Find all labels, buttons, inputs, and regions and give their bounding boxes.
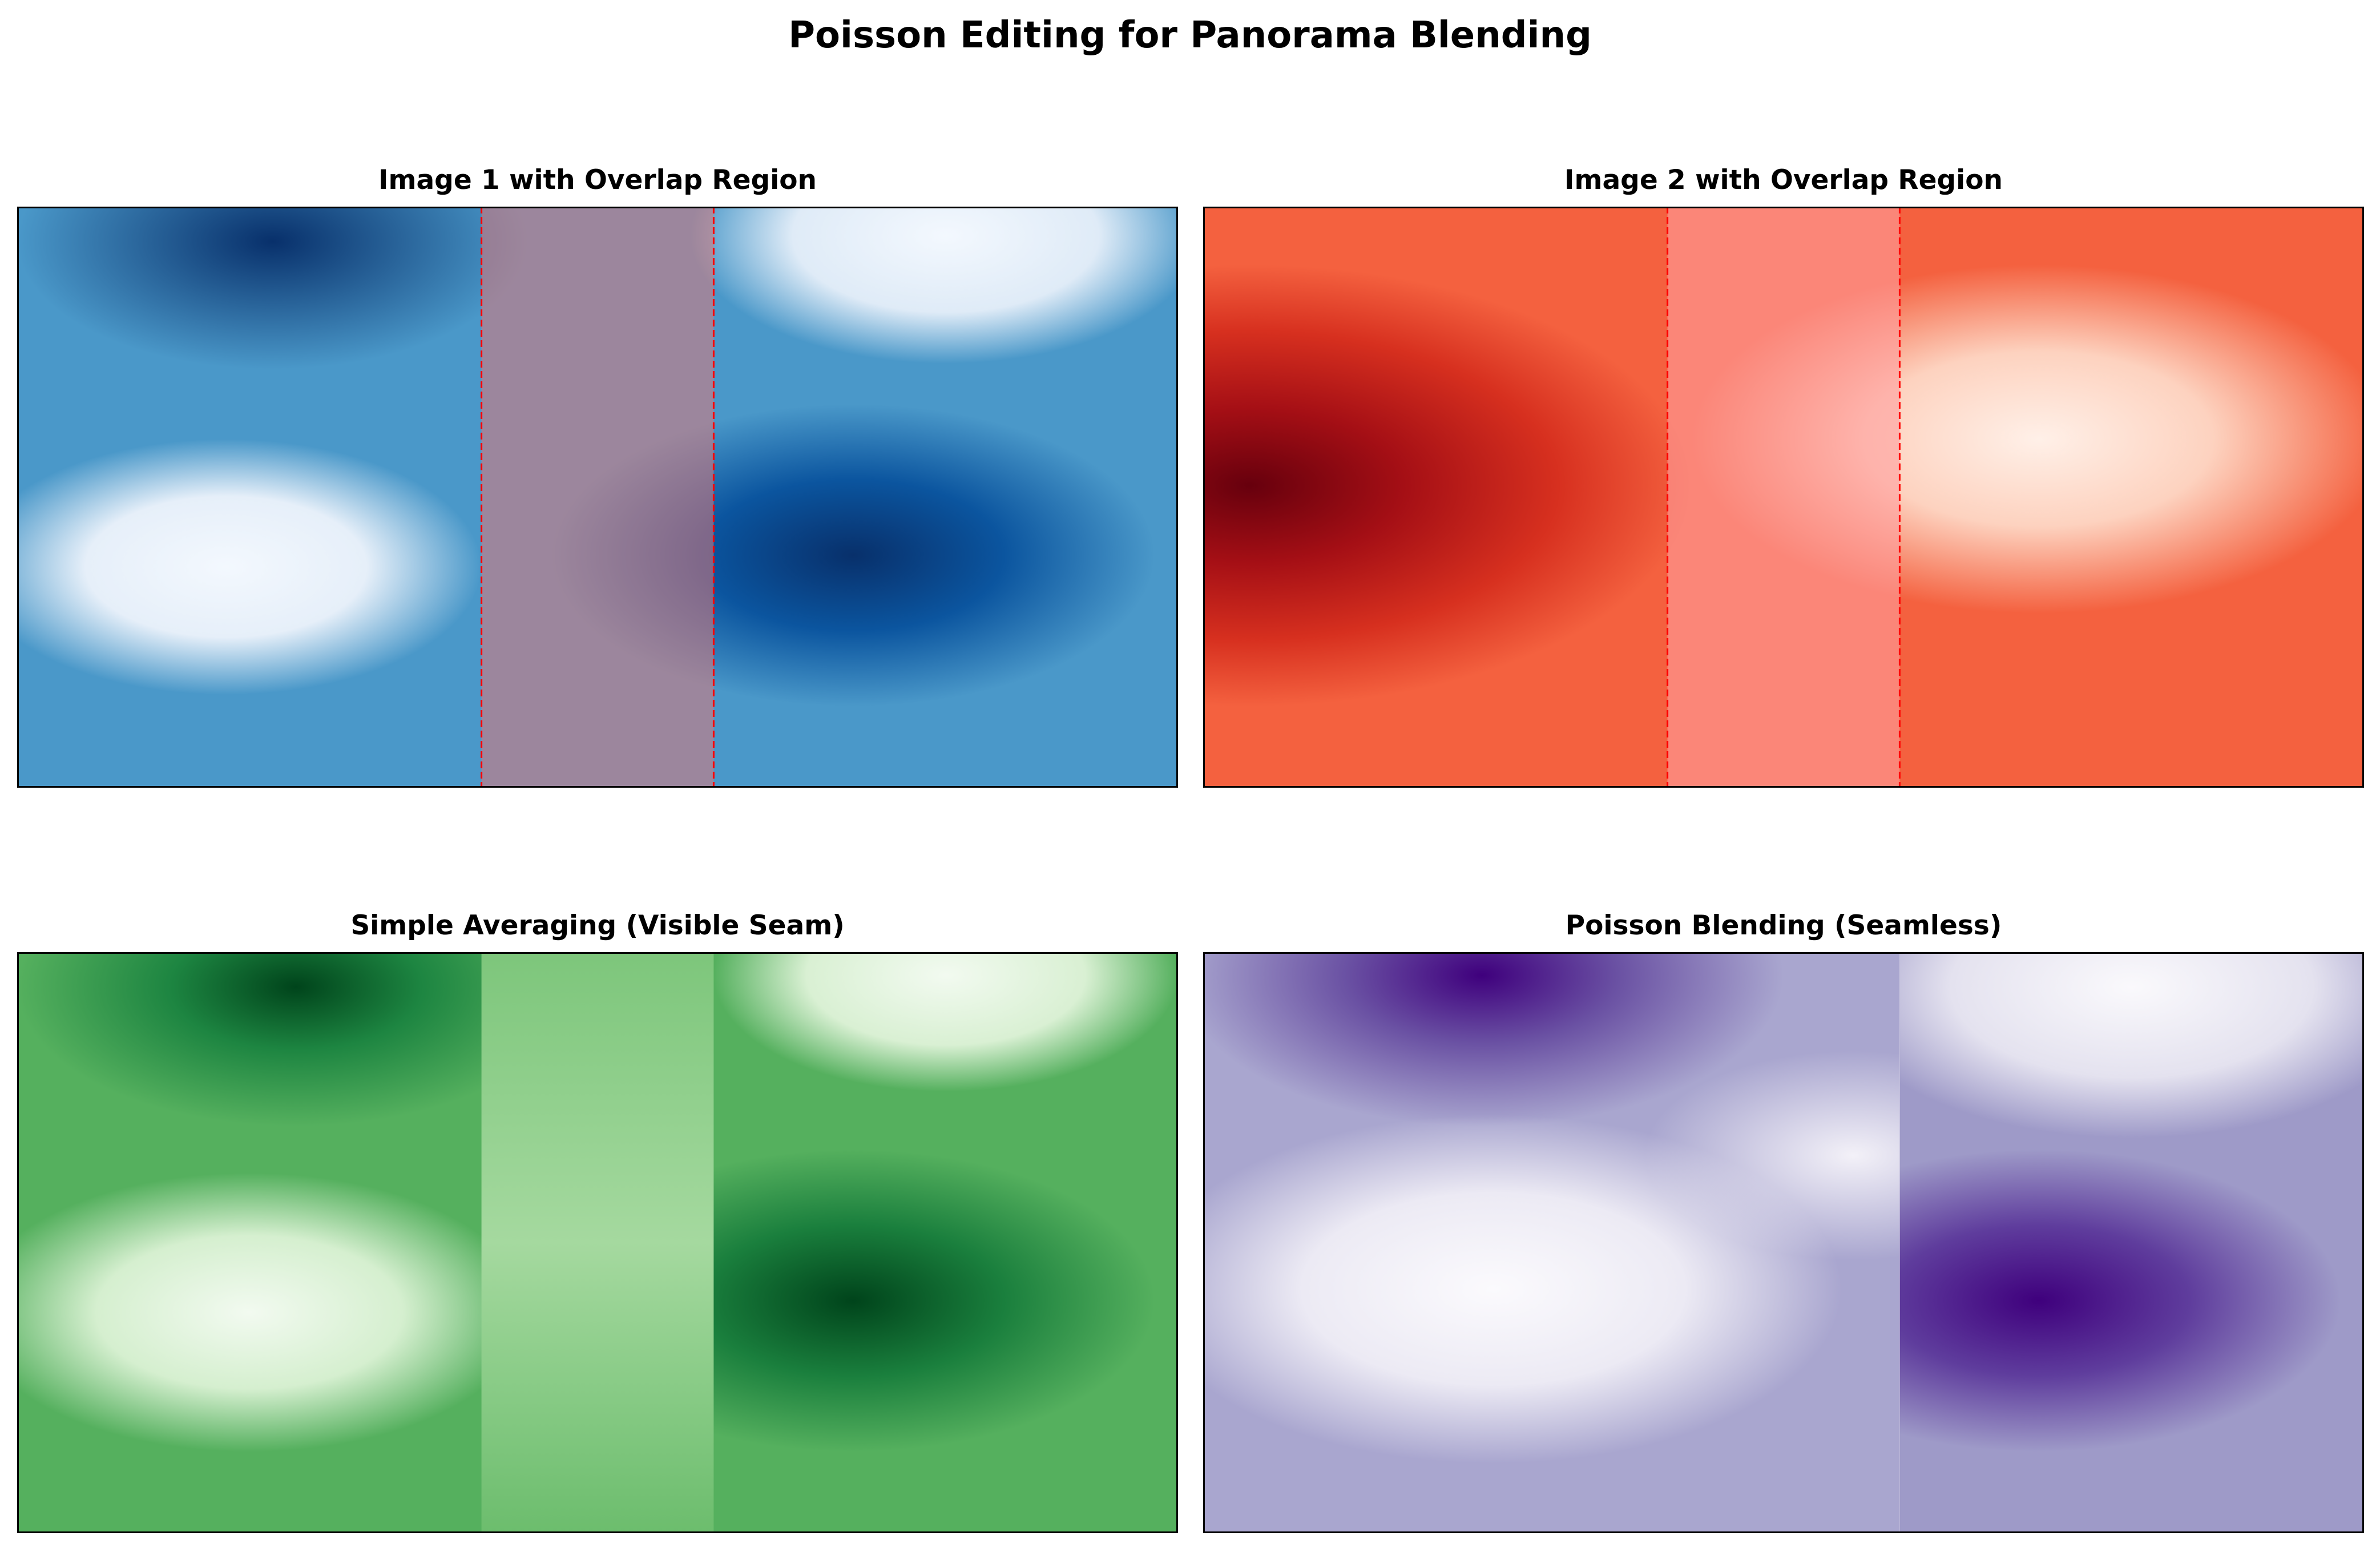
overlap-region [1667,207,1900,788]
panel-title-poisson: Poisson Blending (Seamless) [1565,910,2002,941]
heatmap-image1 [17,207,1178,788]
overlap-region [481,207,714,788]
heatmap-average [17,952,1178,1533]
averaged-seam-band [481,952,714,1533]
panel-title-image2: Image 2 with Overlap Region [1564,164,2003,196]
panel-title-average: Simple Averaging (Visible Seam) [350,910,845,941]
heatmap-image2 [1203,207,2364,788]
heatmap-poisson [1203,952,2364,1533]
figure-title: Poisson Editing for Panorama Blending [788,14,1592,57]
panel-title-image1: Image 1 with Overlap Region [378,164,817,196]
